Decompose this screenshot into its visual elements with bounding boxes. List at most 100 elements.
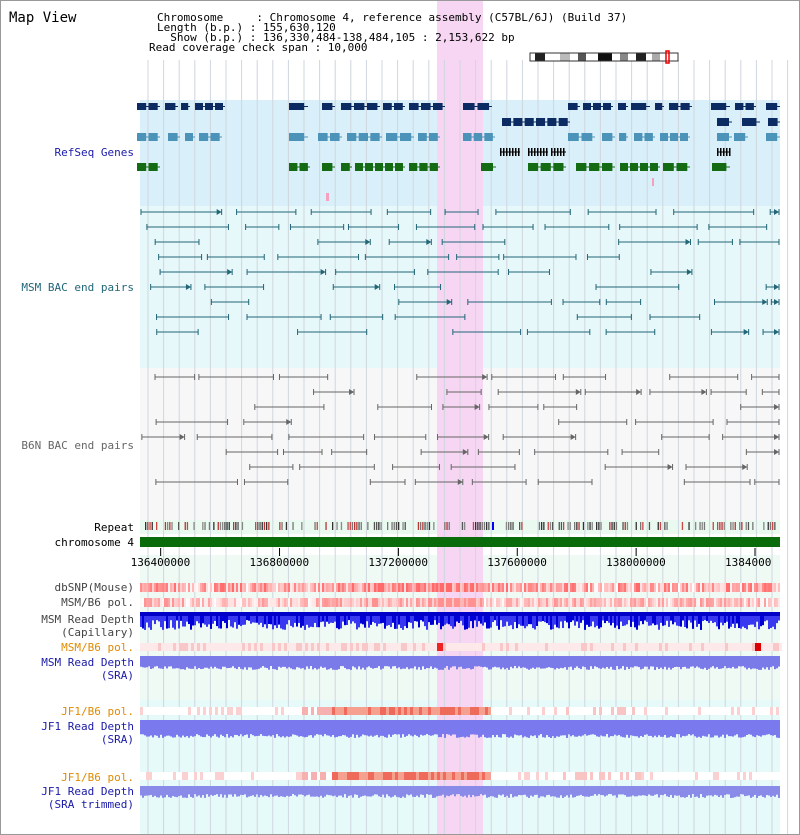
jf1-pol-cell bbox=[638, 707, 641, 715]
msm-depth-cap-bar bbox=[316, 612, 318, 628]
jf1-depth-trim-bar bbox=[294, 786, 296, 796]
msm-depth-cap-bar bbox=[180, 612, 182, 621]
jf1-depth-bar bbox=[630, 720, 632, 736]
msm-depth-cap-bar bbox=[144, 612, 146, 630]
msm-depth-sra-bar bbox=[742, 656, 744, 667]
dbsnp-density bbox=[366, 583, 368, 592]
msm-pol-cap-density bbox=[652, 598, 654, 607]
track-label-msm-bac[interactable]: MSM BAC end pairs bbox=[21, 281, 134, 294]
msm-pol-sra-cell bbox=[242, 643, 245, 651]
msm-depth-cap-bar bbox=[606, 612, 608, 621]
jf1-depth-trim-bar bbox=[292, 786, 294, 795]
msm-depth-cap-bar bbox=[436, 612, 438, 625]
msm-pol-sra-cell bbox=[461, 643, 464, 651]
jf1-pol-cell bbox=[179, 707, 182, 715]
jf1-depth-trim-bar bbox=[184, 786, 186, 798]
msm-depth-sra-bar bbox=[726, 656, 728, 669]
jf1-pol-cell bbox=[155, 707, 158, 715]
gene-arrow bbox=[341, 103, 345, 110]
ideogram-band bbox=[560, 53, 570, 61]
dbsnp-density bbox=[556, 583, 558, 592]
msm-pol-cap-density bbox=[530, 598, 532, 607]
jf1-depth-trim-bar bbox=[350, 786, 352, 796]
jf1-pol-trim-cell bbox=[353, 772, 356, 780]
jf1-depth-bar bbox=[236, 720, 238, 736]
msm-pol-sra-cell bbox=[215, 643, 218, 651]
jf1-depth-trim-bar bbox=[778, 786, 780, 798]
repeat-mark bbox=[512, 522, 514, 530]
msm-depth-sra-bar bbox=[422, 656, 424, 667]
jf1-pol-cell bbox=[206, 707, 209, 715]
dbsnp-density bbox=[142, 583, 144, 592]
jf1-pol-trim-cell bbox=[200, 772, 203, 780]
jf1-depth-trim-bar bbox=[604, 786, 606, 797]
msm-pol-sra-cell bbox=[413, 643, 416, 651]
jf1-pol-trim-cell bbox=[227, 772, 230, 780]
jf1-depth-bar bbox=[254, 720, 256, 737]
jf1-pol-trim-cell bbox=[734, 772, 737, 780]
jf1-pol-cell bbox=[599, 707, 602, 715]
msm-depth-sra-bar bbox=[238, 656, 240, 667]
jf1-pol-trim-cell bbox=[512, 772, 515, 780]
track-label-msm-depth-cap-sub: (Capillary) bbox=[61, 626, 134, 639]
msm-depth-cap-bar bbox=[532, 612, 534, 629]
msm-pol-cap-density bbox=[628, 598, 630, 607]
jf1-pol-cell bbox=[215, 707, 218, 715]
msm-pol-sra-cell bbox=[410, 643, 413, 651]
jf1-pol-cell bbox=[182, 707, 185, 715]
msm-pol-cap-density bbox=[192, 598, 194, 607]
dbsnp-density bbox=[674, 583, 676, 592]
msm-pol-sra-cell bbox=[383, 643, 386, 651]
track-label-b6n-bac[interactable]: B6N BAC end pairs bbox=[21, 439, 134, 452]
jf1-depth-trim-bar bbox=[552, 786, 554, 797]
msm-pol-cap-density bbox=[208, 598, 210, 607]
jf1-pol-cell bbox=[536, 707, 539, 715]
jf1-depth-bar bbox=[356, 720, 358, 735]
jf1-depth-bar bbox=[298, 720, 300, 737]
jf1-depth-bar bbox=[770, 720, 772, 736]
ruler-tick-label: 137600000 bbox=[487, 556, 547, 569]
dbsnp-density bbox=[462, 583, 464, 592]
jf1-depth-bar bbox=[714, 720, 716, 736]
jf1-depth-bar bbox=[252, 720, 254, 736]
dbsnp-density bbox=[770, 583, 772, 592]
msm-depth-sra-bar bbox=[192, 656, 194, 669]
msm-pol-sra-cell bbox=[332, 643, 335, 651]
jf1-depth-bar bbox=[192, 720, 194, 737]
msm-pol-sra-cell bbox=[575, 643, 578, 651]
msm-depth-cap-bar bbox=[474, 612, 476, 621]
track-label-refseq[interactable]: RefSeq Genes bbox=[54, 146, 134, 159]
jf1-depth-trim-bar bbox=[642, 786, 644, 796]
msm-pol-sra-cell bbox=[515, 643, 518, 651]
msm-pol-cap-density bbox=[698, 598, 700, 607]
jf1-pol-cell bbox=[497, 707, 500, 715]
jf1-pol-trim-cell bbox=[458, 772, 461, 780]
msm-pol-cap-density bbox=[318, 598, 320, 607]
msm-depth-sra-bar bbox=[198, 656, 200, 668]
jf1-depth-bar bbox=[222, 720, 224, 736]
gene-arrow bbox=[768, 118, 772, 126]
gene-exon bbox=[723, 148, 725, 156]
jf1-depth-bar bbox=[540, 720, 542, 735]
jf1-pol-trim-cell bbox=[296, 772, 299, 780]
msm-depth-sra-bar bbox=[440, 656, 442, 670]
jf1-pol-trim-cell bbox=[482, 772, 485, 780]
msm-depth-cap-bar bbox=[598, 612, 600, 629]
jf1-depth-bar bbox=[592, 720, 594, 735]
gene-exon bbox=[558, 118, 568, 126]
msm-depth-sra-bar bbox=[168, 656, 170, 667]
msm-depth-cap-bar bbox=[430, 612, 432, 625]
jf1-depth-trim-bar bbox=[164, 786, 166, 798]
jf1-depth-bar bbox=[470, 720, 472, 735]
msm-pol-cap-density bbox=[712, 598, 714, 607]
jf1-depth-trim-bar bbox=[180, 786, 182, 796]
msm-depth-cap-bar bbox=[212, 612, 214, 624]
msm-depth-sra-bar bbox=[434, 656, 436, 668]
jf1-depth-trim-bar bbox=[534, 786, 536, 795]
repeat-mark bbox=[767, 522, 769, 530]
jf1-depth-trim-bar bbox=[454, 786, 456, 797]
repeat-mark bbox=[433, 522, 435, 530]
repeat-mark bbox=[208, 522, 211, 530]
jf1-pol-cell bbox=[314, 707, 317, 715]
